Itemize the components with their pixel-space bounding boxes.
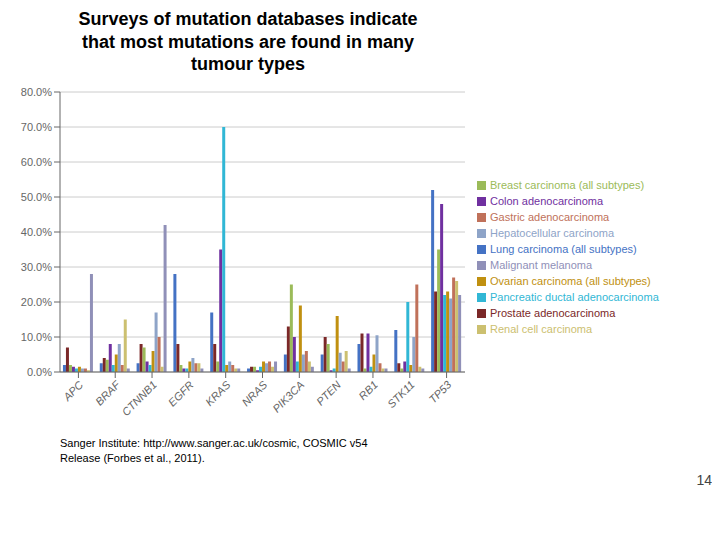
svg-text:BRAF: BRAF: [93, 377, 123, 407]
svg-text:RB1: RB1: [356, 378, 380, 402]
svg-text:CTNNB1: CTNNB1: [119, 378, 159, 418]
svg-text:EGFR: EGFR: [166, 378, 196, 408]
svg-text:30.0%: 30.0%: [21, 260, 52, 272]
html-text:Malignant melanoma: Malignant melanoma: [490, 258, 593, 271]
svg-text:60.0%: 60.0%: [21, 155, 52, 167]
svg-text:0.0%: 0.0%: [27, 365, 52, 377]
html-text:Hepatocellular carcinoma: Hepatocellular carcinoma: [490, 226, 615, 239]
svg-text:10.0%: 10.0%: [21, 330, 52, 342]
html-text:Lung carcinoma (all subtypes): Lung carcinoma (all subtypes): [490, 242, 637, 255]
html-text:Renal cell carcinoma: Renal cell carcinoma: [490, 322, 593, 335]
html-text:Release (Forbes et al., 2011).: Release (Forbes et al., 2011).: [60, 451, 205, 464]
html-text:Colon adenocarcinoma: Colon adenocarcinoma: [490, 194, 604, 207]
svg-text:KRAS: KRAS: [203, 377, 233, 407]
svg-text:NRAS: NRAS: [239, 377, 270, 408]
html-text:Gastric adenocarcinoma: Gastric adenocarcinoma: [490, 210, 610, 223]
svg-text:20.0%: 20.0%: [21, 295, 52, 307]
html-text:Sanger Institute: http://www.s: Sanger Institute: http://www.sanger.ac.u…: [60, 436, 368, 449]
svg-text:APC: APC: [60, 378, 85, 403]
svg-text:PIK3CA: PIK3CA: [270, 378, 306, 414]
html-text:Surveys of mutation databases: Surveys of mutation databases indicate t…: [78, 9, 418, 74]
html-text:Prostate adenocarcinoma: Prostate adenocarcinoma: [490, 306, 616, 319]
svg-text:STK11: STK11: [385, 378, 417, 410]
svg-text:TP53: TP53: [426, 377, 454, 405]
svg-text:50.0%: 50.0%: [21, 190, 52, 202]
html-text:14: 14: [696, 472, 712, 489]
svg-text:40.0%: 40.0%: [21, 225, 52, 237]
svg-text:70.0%: 70.0%: [21, 120, 52, 132]
html-text:Breast carcinoma (all subtypes: Breast carcinoma (all subtypes): [490, 178, 645, 191]
svg-text:PTEN: PTEN: [314, 378, 343, 407]
svg-text:80.0%: 80.0%: [21, 85, 52, 97]
html-text:Ovarian carcinoma (all subtype: Ovarian carcinoma (all subtypes): [490, 274, 651, 287]
html-text:Pancreatic ductal adenocarcino: Pancreatic ductal adenocarcinoma: [490, 290, 659, 303]
